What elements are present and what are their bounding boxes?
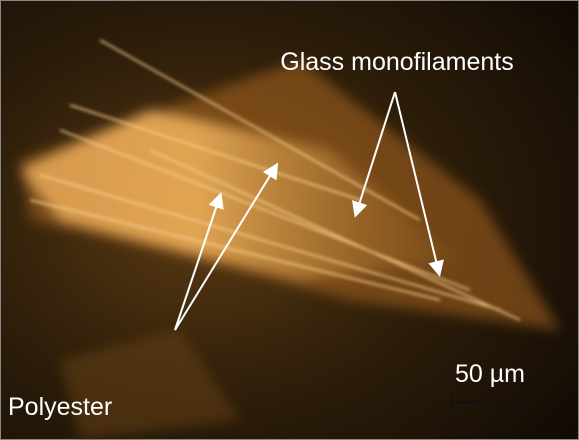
fibers: [29, 39, 521, 321]
polyester-label: Polyester: [8, 393, 112, 421]
glass-label: Glass monofilaments: [280, 48, 513, 76]
scale-bar: [451, 395, 526, 409]
fiber-glow: [20, 60, 560, 440]
scale-label: 50 µm: [455, 360, 525, 388]
arrows: [174, 91, 444, 331]
